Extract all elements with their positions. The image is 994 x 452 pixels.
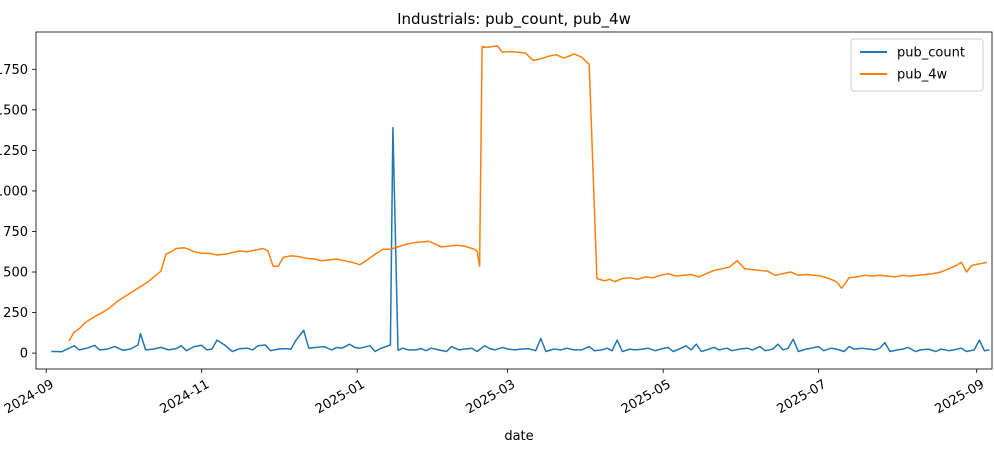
y-tick-label: 250	[3, 306, 28, 321]
y-axis: 0 250 500 750 1000 1250 1500 1750	[0, 63, 36, 362]
y-tick-label: 1750	[0, 63, 28, 78]
legend: pub_count pub_4w	[850, 38, 984, 92]
y-tick-label: 750	[3, 225, 28, 240]
axes-frame	[35, 31, 993, 370]
y-tick-label: 1250	[0, 144, 28, 159]
y-tick-label: 1500	[0, 103, 28, 118]
series-line-pub_4w	[68, 45, 988, 342]
legend-label-pub_count: pub_count	[897, 46, 965, 61]
plot-area	[51, 45, 990, 353]
y-tick-label: 1000	[0, 184, 28, 199]
y-tick-label: 0	[20, 347, 28, 362]
x-axis-label: date	[504, 429, 533, 444]
series-line-pub_count	[51, 126, 990, 353]
y-tick-label: 500	[3, 266, 28, 281]
legend-label-pub_4w: pub_4w	[897, 68, 948, 83]
chart-title: Industrials: pub_count, pub_4w	[397, 10, 631, 29]
